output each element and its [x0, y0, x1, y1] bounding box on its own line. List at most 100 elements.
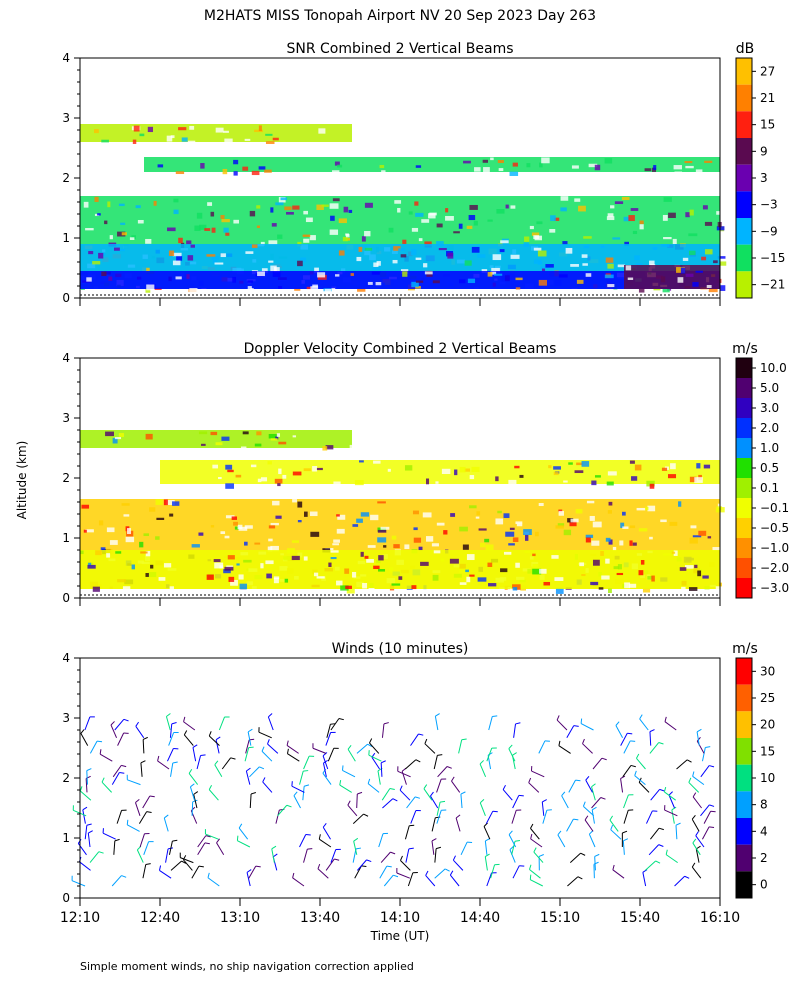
- page-title: M2HATS MISS Tonopah Airport NV 20 Sep 20…: [204, 8, 596, 24]
- echo-speckle: [594, 475, 601, 478]
- echo-speckle: [558, 509, 563, 513]
- echo-speckle: [145, 550, 151, 557]
- echo-speckle: [418, 546, 423, 551]
- echo-speckle: [423, 263, 428, 268]
- wind-barb-flag: [286, 804, 292, 808]
- echo-speckle: [196, 212, 203, 219]
- echo-speckle: [601, 575, 610, 580]
- echo-speckle: [581, 574, 586, 577]
- echo-speckle: [218, 476, 222, 480]
- echo-speckle: [503, 551, 512, 555]
- echo-speckle: [499, 249, 505, 253]
- wind-barb: [674, 875, 685, 887]
- echo-speckle: [123, 514, 130, 517]
- wind-barb-flag: [514, 840, 521, 842]
- echo-speckle: [172, 501, 180, 506]
- echo-speckle: [498, 587, 508, 591]
- wind-barb: [261, 750, 273, 762]
- echo-speckle: [139, 541, 144, 548]
- wind-barb: [479, 763, 487, 777]
- echo-speckle: [233, 521, 238, 526]
- wind-barb-flag: [145, 863, 151, 865]
- echo-speckle: [88, 251, 94, 255]
- wind-barb-flag: [658, 827, 664, 831]
- wind-barb: [183, 734, 194, 746]
- echo-speckle: [689, 476, 697, 483]
- wind-barb: [165, 848, 169, 863]
- echo-speckle: [265, 560, 274, 565]
- x-tick-label: 12:40: [140, 910, 180, 926]
- wind-barb: [622, 840, 625, 855]
- echo-speckle: [361, 236, 366, 242]
- echo-speckle: [694, 564, 698, 569]
- x-tick-label: 14:40: [460, 910, 500, 926]
- echo-speckle: [242, 431, 249, 435]
- echo-speckle: [532, 564, 539, 568]
- wind-barb-flag: [686, 759, 692, 763]
- echo-speckle: [443, 530, 448, 535]
- wind-barb-flag: [408, 847, 414, 850]
- wind-barb-flag: [538, 854, 544, 857]
- echo-speckle: [86, 277, 92, 282]
- echo-speckle: [487, 219, 493, 222]
- echo-speckle: [469, 204, 478, 210]
- echo-speckle: [570, 264, 579, 267]
- wind-barb: [111, 875, 122, 887]
- wind-barb: [80, 733, 89, 746]
- echo-speckle: [534, 235, 542, 241]
- wind-barb-flag: [390, 851, 396, 855]
- echo-speckle: [689, 209, 694, 216]
- wind-barb-flag: [163, 814, 169, 819]
- echo-speckle: [629, 460, 635, 464]
- y-tick-label: 1: [62, 531, 70, 545]
- wind-barb-flag: [355, 847, 361, 850]
- wind-barb: [688, 782, 700, 793]
- wind-barb: [488, 716, 493, 731]
- wind-barb-flag: [366, 859, 372, 863]
- echo-speckle: [169, 586, 174, 590]
- echo-speckle: [305, 217, 313, 223]
- echo-speckle: [647, 505, 656, 512]
- echo-speckle: [376, 261, 381, 266]
- echo-speckle: [334, 161, 340, 166]
- echo-speckle: [370, 514, 379, 521]
- echo-speckle: [510, 588, 515, 595]
- echo-speckle: [175, 276, 182, 280]
- echo-speckle: [719, 261, 727, 266]
- echo-speckle: [604, 158, 613, 164]
- echo-speckle: [257, 478, 262, 483]
- echo-speckle: [249, 210, 256, 217]
- echo-speckle: [529, 225, 534, 230]
- echo-speckle: [690, 525, 697, 529]
- echo-speckle: [268, 538, 273, 542]
- echo-speckle: [445, 216, 454, 221]
- wind-barb: [330, 849, 337, 863]
- echo-speckle: [397, 207, 401, 213]
- wind-barb-flag: [334, 858, 340, 861]
- echo-speckle: [478, 528, 487, 531]
- echo-speckle: [377, 501, 386, 504]
- echo-speckle: [606, 481, 614, 486]
- echo-speckle: [235, 474, 242, 478]
- echo-speckle: [555, 587, 564, 594]
- echo-speckle: [541, 157, 550, 164]
- echo-speckle: [153, 200, 157, 206]
- echo-speckle: [393, 544, 400, 549]
- wind-barb-flag: [140, 760, 146, 764]
- colorbar-swatch: [736, 738, 752, 765]
- echo-mid-layer: [144, 157, 720, 172]
- wind-barb: [238, 827, 249, 840]
- wind-barb-flag: [271, 845, 277, 850]
- wind-barb-flag: [658, 742, 664, 745]
- echo-speckle: [381, 170, 386, 173]
- echo-speckle: [450, 513, 456, 517]
- echo-speckle: [186, 240, 192, 245]
- wind-barb-flag: [255, 865, 261, 868]
- echo-speckle: [224, 535, 230, 539]
- echo-speckle: [165, 500, 175, 505]
- echo-speckle: [120, 222, 126, 225]
- echo-speckle: [487, 272, 493, 277]
- echo-speckle: [373, 565, 380, 570]
- echo-speckle: [303, 238, 310, 243]
- wind-barb: [191, 801, 194, 816]
